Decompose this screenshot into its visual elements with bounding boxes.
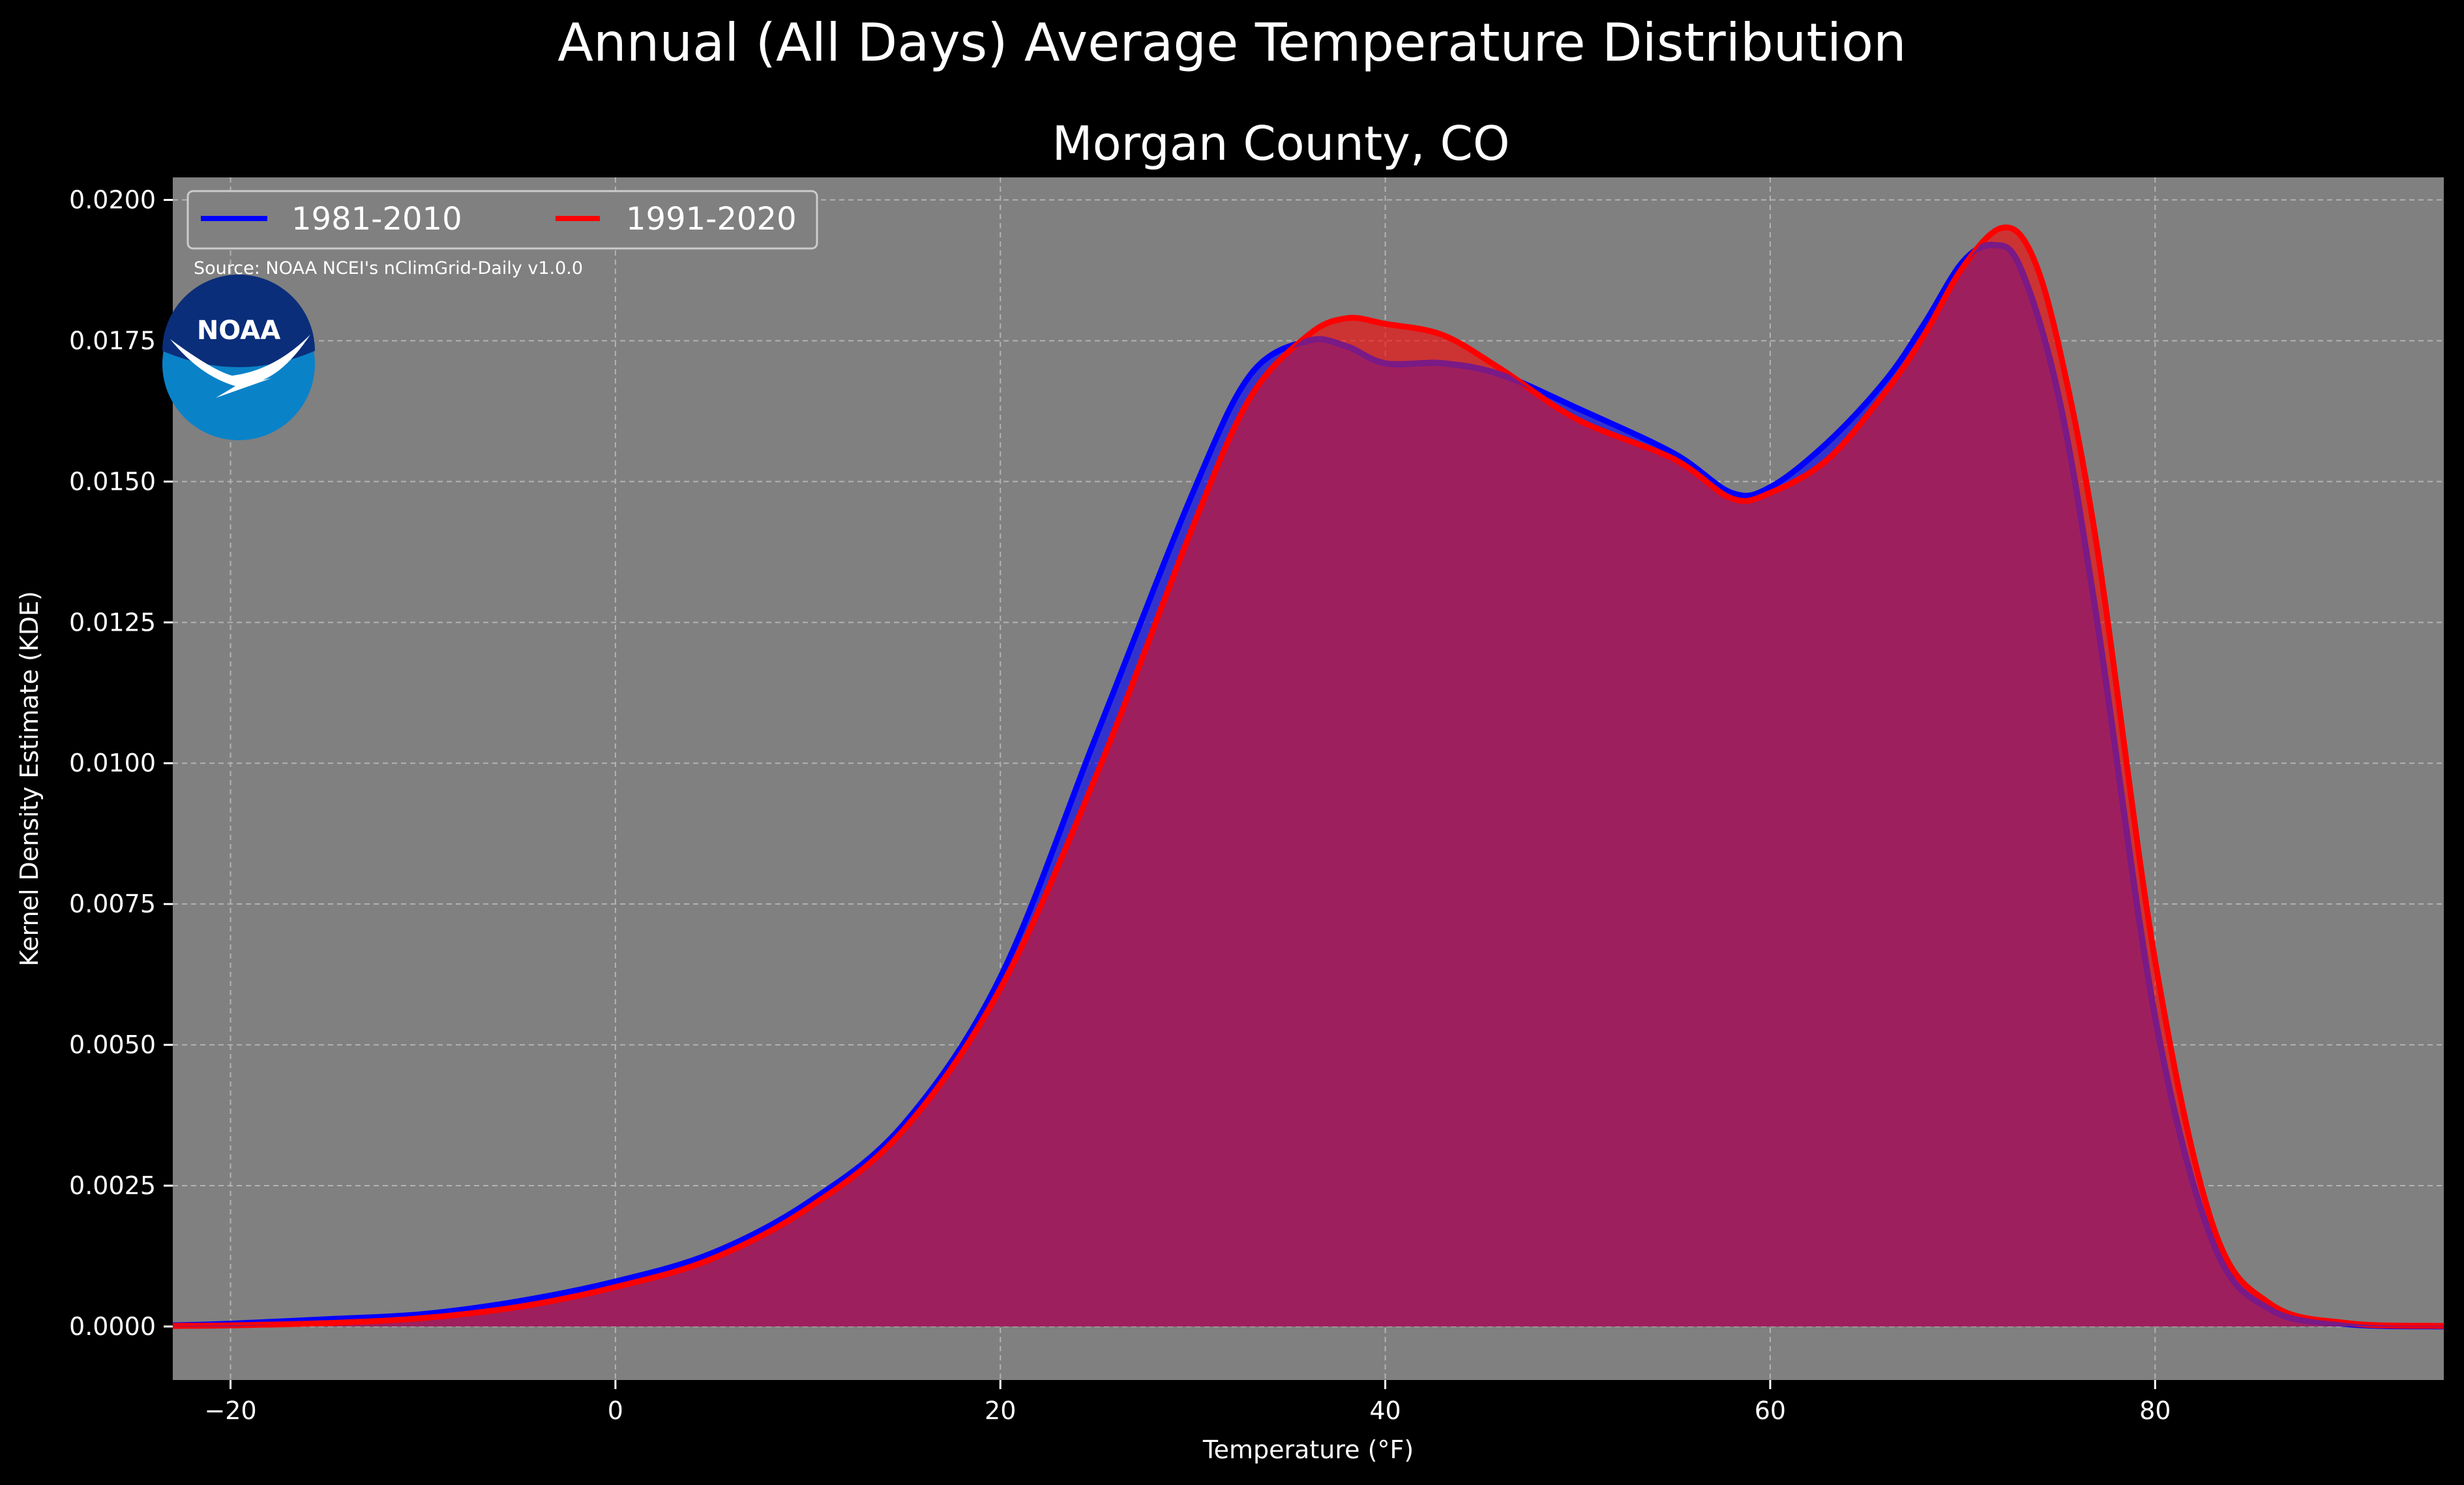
x-tick-label: 40 [1369, 1396, 1401, 1425]
x-tick-label: −20 [204, 1396, 256, 1425]
y-tick-label: 0.0075 [69, 890, 156, 918]
noaa-logo-icon: NOAA [162, 275, 315, 440]
y-tick-label: 0.0150 [69, 467, 156, 496]
logo-dark-half [162, 275, 315, 367]
y-tick-label: 0.0025 [69, 1171, 156, 1200]
y-tick-label: 0.0200 [69, 186, 156, 215]
legend: 1981-2010 1991-2020 [186, 190, 818, 250]
x-tick-label: 20 [985, 1396, 1016, 1425]
area-fill-overlap [173, 245, 2444, 1327]
legend-box [186, 190, 818, 250]
x-tick-label: 60 [1755, 1396, 1786, 1425]
chart-subtitle: Morgan County, CO [1052, 116, 1510, 171]
y-tick-label: 0.0000 [69, 1312, 156, 1341]
y-tick-label: 0.0100 [69, 749, 156, 777]
logo-text: NOAA [197, 316, 280, 346]
legend-label-1981-2010: 1981-2010 [291, 201, 462, 237]
y-axis-label: Kernel Density Estimate (KDE) [15, 591, 44, 967]
x-axis-label: Temperature (°F) [1202, 1435, 1414, 1464]
y-axis-ticks: 0.0000 0.0025 0.0050 0.0075 0.0100 0.0125 0.01… [69, 186, 173, 1341]
x-tick-label: 0 [608, 1396, 623, 1425]
y-tick-label: 0.0125 [69, 608, 156, 637]
source-annotation: Source: NOAA NCEI's nClimGrid-Daily v1.0… [194, 258, 583, 278]
logo-seagull [170, 335, 310, 398]
series-fills [173, 227, 2444, 1327]
series-line-1991-2020 [172, 224, 2444, 1329]
chart-title: Annual (All Days) Average Temperature Di… [557, 12, 1907, 73]
x-axis-ticks: −20 0 20 40 60 80 [204, 1380, 2171, 1425]
series-lines [172, 224, 2444, 1330]
legend-label-1991-2020: 1991-2020 [626, 201, 797, 237]
y-tick-label: 0.0175 [69, 326, 156, 355]
x-tick-label: 80 [2139, 1396, 2171, 1425]
y-tick-label: 0.0050 [69, 1030, 156, 1059]
